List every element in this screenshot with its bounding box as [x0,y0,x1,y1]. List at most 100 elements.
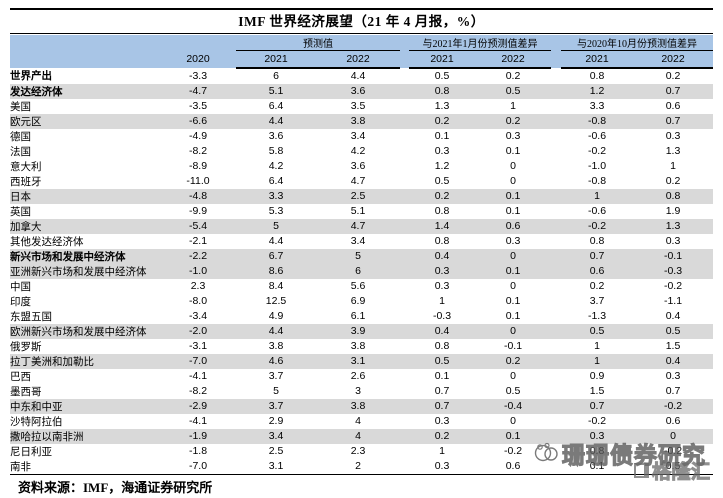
spacer-cell [400,309,409,324]
value-cell: 0.8 [434,205,450,218]
value-cell: 0 [633,428,713,444]
value-cell: 3.1 [316,353,400,369]
value-cell: 0.1 [475,263,551,279]
value-cell: 1 [439,445,445,458]
spacer-cell [400,204,409,219]
value-cell: 0.4 [665,310,681,323]
value-cell: 0.8 [434,235,450,248]
spacer-cell [551,309,561,324]
row-label: 撒哈拉以南非洲 [10,428,160,444]
source-note: 资料来源：IMF，海通证券研究所 [18,479,213,495]
table-row: 沙特阿拉伯 -4.1 2.9 4 0.3 0 -0.2 0.6 [10,414,713,429]
value-cell: 0.2 [409,428,475,444]
value-cell: 2.3 [350,445,366,458]
spacer-cell [551,398,561,414]
value-cell: 5 [273,385,279,398]
row-label: 德国 [10,131,31,143]
spacer-cell [551,428,561,444]
row-label: 意大利 [10,161,42,173]
table-row: 世界产出 -3.3 6 4.4 0.5 0.2 0.8 0.2 [10,68,713,84]
group-spacer [551,35,561,51]
row-label: 中东和中亚 [10,398,160,414]
value-cell: -7.0 [160,353,236,369]
group-header-forecast: 预测值 [236,35,400,51]
row-label: 欧洲新兴市场和发展中经济体 [10,323,160,339]
value-cell: -8.2 [188,145,208,158]
value-cell: 6.4 [268,100,284,113]
value-cell: 4.7 [350,175,366,188]
spacer-cell [400,428,409,444]
value-cell: 4 [316,428,400,444]
table-row: 亚洲新兴市场和发展中经济体 -1.0 8.6 6 0.3 0.1 0.6 -0.3 [10,263,713,279]
value-cell: 0.7 [561,248,633,264]
value-cell: 1.9 [665,205,681,218]
value-cell: 12.5 [265,295,287,308]
row-label: 墨西哥 [10,386,42,398]
value-cell: -2.9 [160,398,236,414]
value-cell: -7.0 [160,458,236,475]
value-cell: 8.6 [236,263,316,279]
value-cell: 0.5 [505,385,521,398]
value-cell: 0.3 [561,428,633,444]
table-row: 加拿大 -5.4 5 4.7 1.4 0.6 -0.2 1.3 [10,218,713,234]
row-label: 中国 [10,281,31,293]
table-row: 尼日利亚 -1.8 2.5 2.3 1 -0.2 0.8 -0.2 [10,444,713,459]
value-cell: 0.9 [589,370,605,383]
table-row: 欧洲新兴市场和发展中经济体 -2.0 4.4 3.9 0.4 0 0.5 0.5 [10,323,713,339]
row-label: 尼日利亚 [10,446,52,458]
value-cell: 0.4 [633,353,713,369]
table-row: 俄罗斯 -3.1 3.8 3.8 0.8 -0.1 1 1.5 [10,339,713,354]
value-cell: 3 [355,385,361,398]
value-cell: 0.6 [561,263,633,279]
value-cell: -1.8 [188,445,208,458]
table-body: 世界产出 -3.3 6 4.4 0.5 0.2 0.8 0.2 发达经济体 -4.7 5.1 3.6 0… [10,68,713,475]
value-cell: 0 [475,323,551,339]
spacer-cell [400,323,409,339]
value-cell: 3.4 [236,428,316,444]
value-cell: 0.3 [409,263,475,279]
value-cell: 1 [561,188,633,204]
value-cell: -4.9 [188,130,208,143]
value-cell: -4.7 [160,83,236,99]
value-cell: -9.9 [188,205,208,218]
spacer-cell [400,369,409,384]
row-label: 法国 [10,146,31,158]
value-cell: 0.1 [434,130,450,143]
value-cell: 5.3 [268,205,284,218]
value-cell: 0.2 [475,113,551,129]
value-cell: 4.9 [268,310,284,323]
value-cell: -3.3 [188,69,208,82]
value-cell: -3.4 [188,310,208,323]
value-cell: -0.6 [587,205,607,218]
value-cell: 5.6 [350,280,366,293]
value-cell: 1.5 [665,340,681,353]
table-title: IMF 世界经济展望（21 年 4 月报，%） [10,10,713,34]
table-row: 日本 -4.8 3.3 2.5 0.2 0.1 1 0.8 [10,188,713,204]
value-cell: 0.3 [434,280,450,293]
group-header-diff-jan2021: 与2021年1月份预测值差异 [409,35,551,51]
value-cell: 0.5 [633,323,713,339]
value-cell: 0.1 [475,188,551,204]
value-cell: -1.9 [160,428,236,444]
value-cell: 0.5 [561,323,633,339]
value-cell: 0 [475,248,551,264]
table-header: 预测值 与2021年1月份预测值差异 与2020年10月份预测值差异 2020 … [10,35,713,69]
spacer-cell [400,294,409,309]
group-spacer [400,35,409,51]
row-label-header [10,50,160,68]
value-cell: 0.7 [633,83,713,99]
value-cell: -2.2 [160,248,236,264]
value-cell: 0.4 [409,248,475,264]
value-cell: -2.0 [160,323,236,339]
spacer-cell [551,294,561,309]
value-cell: -5.4 [160,218,236,234]
value-cell: -1.3 [587,310,607,323]
spacer-cell [551,414,561,429]
spacer-cell [551,369,561,384]
value-cell: -0.2 [663,280,683,293]
spacer-cell [551,353,561,369]
value-cell: 4 [355,415,361,428]
spacer-cell [551,83,561,99]
value-cell: -0.1 [633,248,713,264]
value-cell: 0 [510,160,516,173]
